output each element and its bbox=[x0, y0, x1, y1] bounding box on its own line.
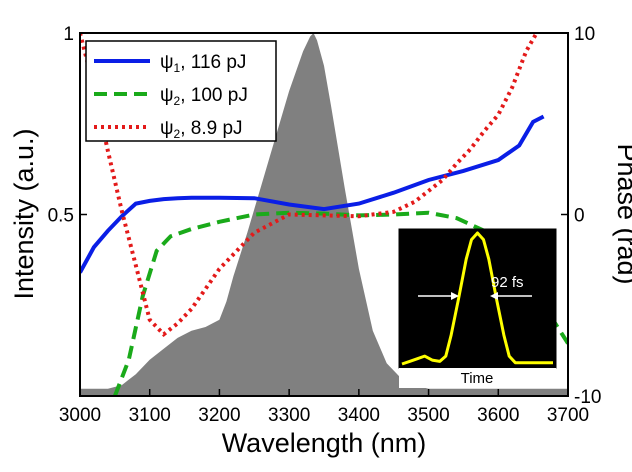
legend-entry-1: ψ1, 116 pJ bbox=[160, 52, 246, 75]
inset-arrowhead-right bbox=[490, 292, 498, 300]
x-tick-label: 3500 bbox=[407, 405, 449, 426]
y-left-tick-label: 1 bbox=[63, 24, 74, 45]
x-tick-label: 3700 bbox=[547, 405, 589, 426]
x-tick-label: 3300 bbox=[268, 405, 310, 426]
x-tick-label: 3100 bbox=[129, 405, 171, 426]
inset-fwhm-label: 92 fs bbox=[491, 274, 524, 291]
series-psi2-8-9pj bbox=[80, 33, 539, 337]
series-psi1-116pj bbox=[80, 114, 545, 274]
x-tick-label: 3600 bbox=[477, 405, 519, 426]
legend: ψ1, 116 pJ ψ2, 100 pJ ψ2, 8.9 pJ bbox=[85, 40, 277, 142]
x-tick-label: 3400 bbox=[338, 405, 380, 426]
x-tick-label: 3000 bbox=[59, 405, 101, 426]
y-axis-left-label: Intensity (a.u.) bbox=[9, 128, 39, 299]
inset-background bbox=[398, 228, 557, 369]
x-tick-label: 3200 bbox=[198, 405, 240, 426]
x-axis-label: Wavelength (nm) bbox=[222, 428, 427, 458]
y-left-tick-label: 0.5 bbox=[48, 206, 74, 227]
inset: 92 fs Time bbox=[398, 228, 557, 388]
y-right-tick-label: -10 bbox=[574, 387, 601, 408]
y-axis-right-label: Phase (rad) bbox=[612, 143, 632, 284]
y-right-tick-label: 10 bbox=[574, 24, 595, 45]
legend-entry-2: ψ2, 100 pJ bbox=[160, 85, 248, 108]
legend-box bbox=[85, 40, 277, 142]
inset-xlabel-bar bbox=[399, 368, 556, 388]
inset-xlabel: Time bbox=[461, 370, 494, 387]
inset-pulse bbox=[401, 231, 553, 366]
y-right-tick-label: 0 bbox=[574, 206, 585, 227]
inset-arrowhead-left bbox=[451, 292, 459, 300]
legend-entry-3: ψ2, 8.9 pJ bbox=[160, 118, 243, 141]
